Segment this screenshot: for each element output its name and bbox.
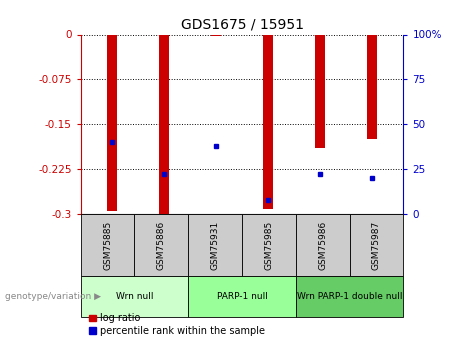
Bar	[263, 34, 273, 209]
Text: PARP-1 null: PARP-1 null	[217, 292, 267, 301]
Text: GSM75987: GSM75987	[372, 220, 381, 269]
Legend: log ratio, percentile rank within the sample: log ratio, percentile rank within the sa…	[86, 309, 269, 340]
Bar	[159, 34, 169, 214]
Bar	[367, 34, 377, 139]
Text: GSM75985: GSM75985	[265, 220, 273, 269]
Text: Wrn null: Wrn null	[116, 292, 153, 301]
Text: GSM75931: GSM75931	[211, 220, 219, 269]
Text: genotype/variation ▶: genotype/variation ▶	[5, 292, 100, 301]
Text: GSM75885: GSM75885	[103, 220, 112, 269]
Title: GDS1675 / 15951: GDS1675 / 15951	[181, 18, 303, 32]
Bar	[211, 34, 221, 36]
Text: GSM75886: GSM75886	[157, 220, 166, 269]
Bar	[315, 34, 325, 148]
Text: GSM75986: GSM75986	[318, 220, 327, 269]
Bar	[107, 34, 117, 211]
Text: Wrn PARP-1 double null: Wrn PARP-1 double null	[297, 292, 402, 301]
